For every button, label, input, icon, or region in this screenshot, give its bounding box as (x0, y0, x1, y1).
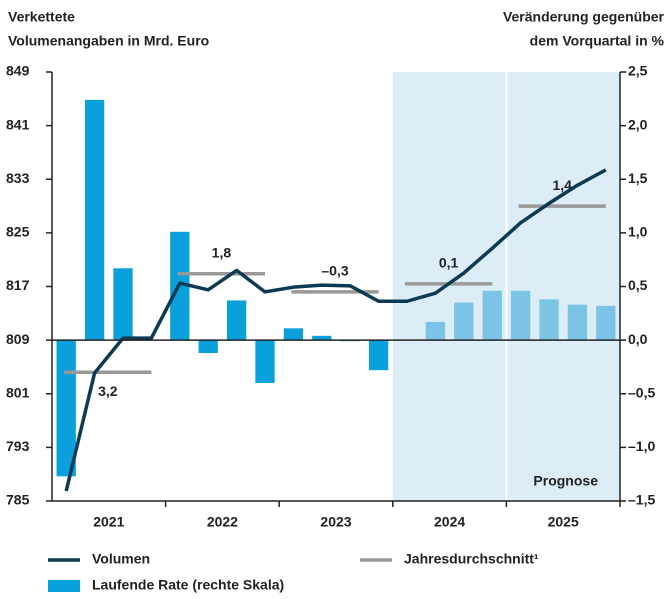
annual-rate-label: 1,4 (552, 177, 572, 193)
legend-label: Laufende Rate (rechte Skala) (92, 577, 284, 593)
y2-tick-label: 1,0 (628, 224, 648, 240)
y-tick-label: 793 (6, 438, 30, 454)
y-tick-label: 825 (6, 224, 30, 240)
annual-rate-label: 0,1 (439, 255, 459, 271)
bar (482, 290, 502, 341)
y2-tick-label: 0,5 (628, 277, 648, 293)
bar (226, 300, 247, 341)
x-group-label: 2023 (320, 514, 351, 530)
legend-label: Jahresdurchschnitt¹ (404, 551, 539, 567)
y-title: Volumenangaben in Mrd. Euro (8, 33, 209, 49)
bar (255, 340, 275, 384)
bar (454, 302, 474, 341)
y-tick-label: 809 (6, 331, 30, 347)
y-tick-label: 833 (6, 170, 30, 186)
bar (56, 340, 76, 477)
bar (198, 340, 218, 353)
x-group-label: 2021 (93, 514, 124, 530)
forecast-label: Prognose (533, 473, 598, 489)
x-group-label: 2025 (548, 514, 579, 530)
bar (84, 99, 105, 341)
annual-rate-label: 1,8 (212, 244, 232, 260)
bar (510, 290, 531, 341)
line (64, 168, 607, 492)
y2-tick-label: –0,5 (628, 384, 655, 400)
annual-rate-label: –0,3 (321, 263, 348, 279)
bar (539, 299, 559, 341)
y2-title: dem Vorquartal in % (530, 33, 665, 49)
y-title: Verkettete (8, 9, 75, 25)
x-group-label: 2024 (434, 514, 465, 530)
y-tick-label: 785 (6, 492, 30, 508)
bar (425, 321, 446, 341)
bar (312, 335, 332, 341)
bar (113, 268, 133, 341)
bar (567, 304, 588, 341)
y2-tick-label: –1,0 (628, 438, 655, 454)
y2-tick-label: 0,0 (628, 331, 648, 347)
y2-tick-label: –1,5 (628, 492, 655, 508)
y-tick-label: 801 (6, 384, 30, 400)
y2-title: Veränderung gegenüber (503, 9, 665, 25)
y-tick-label: 849 (6, 63, 30, 79)
legend-swatch (48, 580, 80, 592)
bar (368, 340, 389, 371)
legend-label: Volumen (92, 551, 150, 567)
y-tick-label: 817 (6, 277, 30, 293)
y2-tick-label: 2,0 (628, 116, 648, 132)
bar (596, 305, 616, 341)
y2-tick-label: 2,5 (628, 63, 648, 79)
bar (283, 328, 304, 341)
y2-tick-label: 1,5 (628, 170, 648, 186)
x-group-label: 2022 (207, 514, 238, 530)
y-tick-label: 841 (6, 116, 30, 132)
annual-rate-label: 3,2 (98, 383, 118, 399)
